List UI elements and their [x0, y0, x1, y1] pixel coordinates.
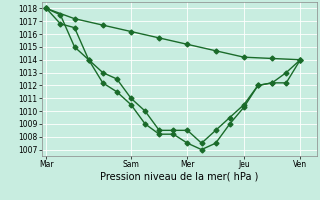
X-axis label: Pression niveau de la mer( hPa ): Pression niveau de la mer( hPa )	[100, 172, 258, 182]
